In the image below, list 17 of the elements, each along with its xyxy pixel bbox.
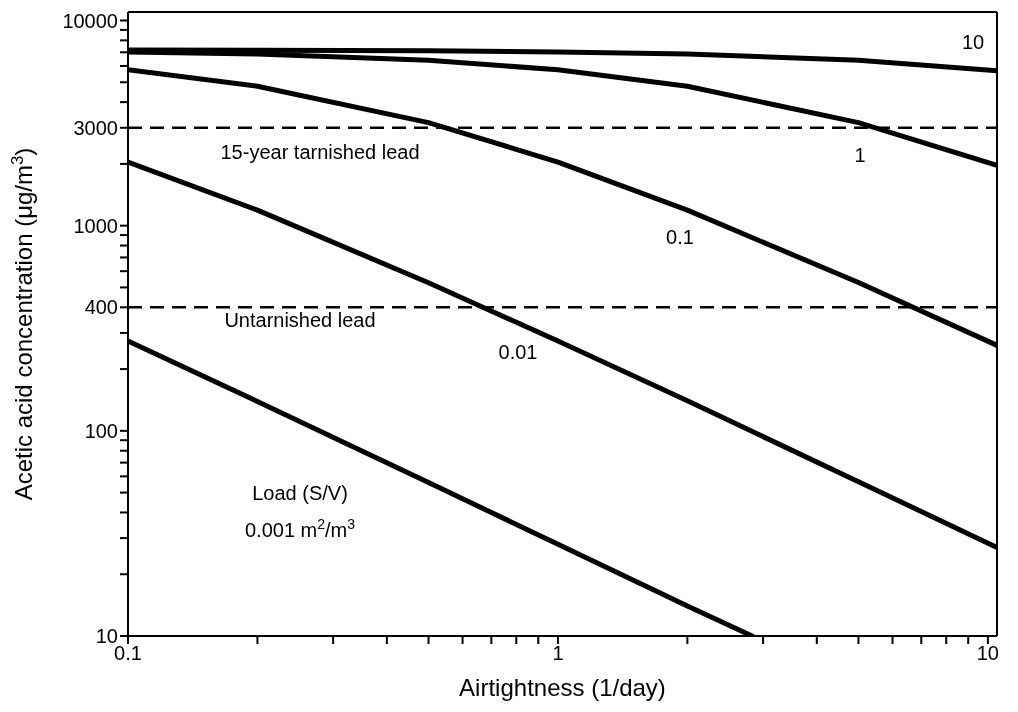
y-tick-label: 400 bbox=[84, 296, 118, 319]
annotation: 15-year tarnished lead bbox=[220, 141, 420, 163]
series-label: 10 bbox=[961, 31, 985, 53]
series-label: 0.1 bbox=[666, 226, 694, 248]
y-tick-label: 100 bbox=[84, 419, 118, 442]
y-tick-label: 10000 bbox=[62, 9, 118, 32]
annotation: 0.001 m$^{2}$/m$^{3}$ bbox=[244, 516, 356, 541]
series-label: 0.01 bbox=[498, 341, 538, 363]
x-tick-label: 0.1 bbox=[114, 642, 142, 665]
y-tick-label: 3000 bbox=[73, 116, 118, 139]
x-tick-label: 1 bbox=[552, 642, 564, 665]
series-label: 1 bbox=[854, 144, 866, 166]
annotation: Untarnished lead bbox=[224, 309, 376, 331]
x-tick-label: 10 bbox=[976, 642, 1000, 665]
y-tick-label: 1000 bbox=[73, 214, 118, 237]
annotation: Load (S/V) bbox=[252, 482, 348, 504]
x-axis-title: Airtightness (1/day) bbox=[459, 674, 666, 701]
